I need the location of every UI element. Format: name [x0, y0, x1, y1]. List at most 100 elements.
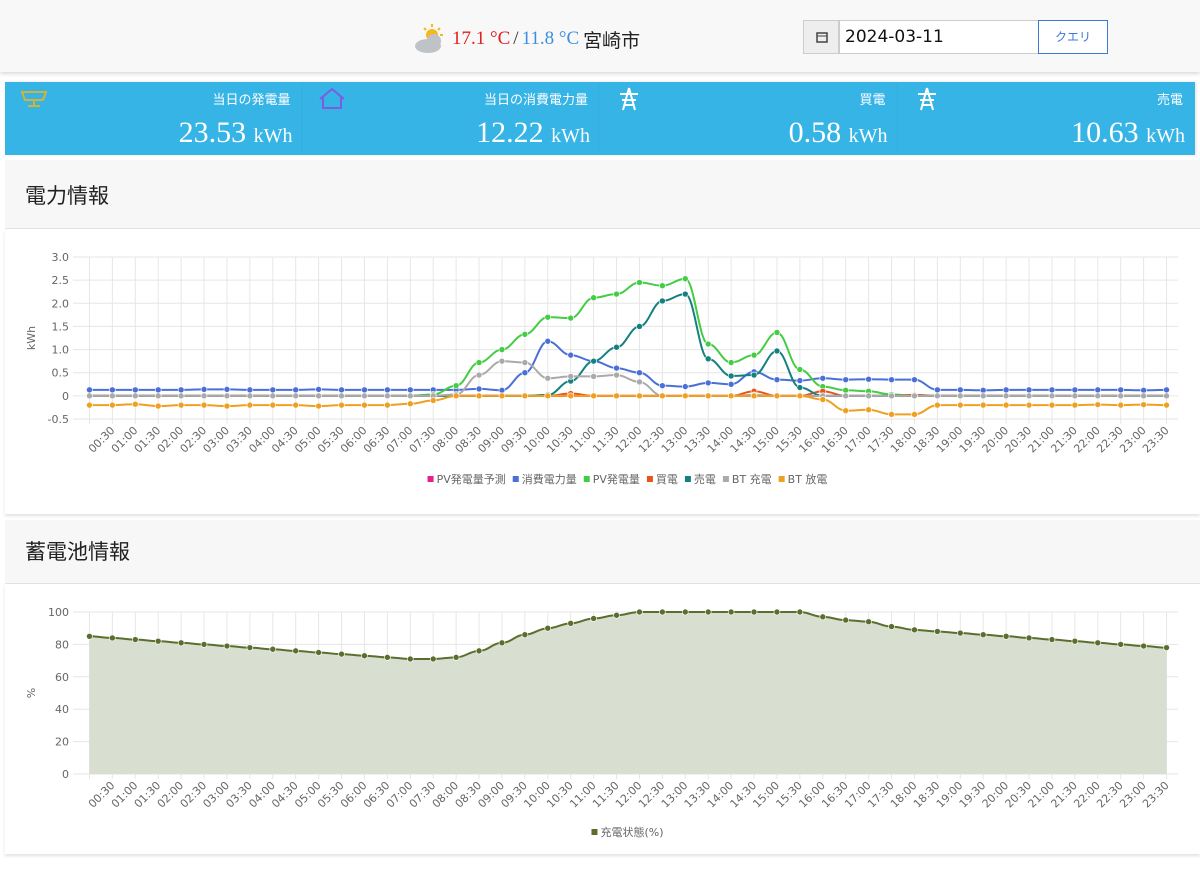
query-button[interactable]: クエリ [1038, 20, 1108, 54]
point [659, 392, 666, 400]
value: 12.22 [476, 116, 544, 149]
y-tick-label: 0 [62, 768, 69, 781]
point [796, 608, 804, 616]
point [406, 386, 414, 394]
point [842, 392, 850, 400]
point [1048, 386, 1056, 394]
point [521, 359, 529, 366]
calendar-icon[interactable] [803, 20, 839, 54]
legend-swatch [684, 476, 691, 482]
point [911, 626, 918, 634]
point [223, 642, 231, 650]
point [223, 386, 231, 393]
point [681, 392, 689, 400]
point [1025, 634, 1033, 642]
point [842, 616, 850, 624]
y-tick-label: 2.5 [52, 274, 70, 287]
card: 買電 0.58 kWh [600, 82, 898, 155]
point [934, 401, 941, 409]
point [796, 377, 804, 384]
point [498, 387, 506, 394]
point [636, 392, 643, 400]
point [1002, 401, 1010, 409]
point [796, 384, 804, 391]
point [911, 411, 918, 418]
point [246, 644, 254, 651]
y-tick-label: 2.0 [52, 297, 70, 310]
x-tick-label: 23:30 [1140, 424, 1172, 456]
point [796, 366, 804, 373]
y-tick-label: 3.0 [52, 251, 70, 264]
point [888, 411, 895, 418]
legend-swatch [512, 476, 519, 482]
point [979, 401, 987, 409]
point [154, 392, 162, 400]
point [1140, 642, 1147, 650]
point [1002, 632, 1010, 640]
point [86, 392, 93, 400]
point [934, 386, 941, 394]
point [1071, 401, 1079, 409]
point [613, 343, 620, 351]
point [361, 392, 368, 400]
point [177, 386, 185, 394]
y-tick-label: 100 [48, 606, 69, 619]
point [888, 392, 895, 400]
point [406, 655, 414, 663]
y-axis-title: kWh [25, 326, 38, 350]
point [1048, 392, 1056, 400]
point [315, 402, 322, 410]
point [773, 392, 781, 400]
point [911, 376, 918, 383]
legend-label: PV発電量予測 [437, 472, 506, 486]
section-header: 蓄電池情報 [5, 520, 1200, 584]
card-value: 10.63 kWh [1071, 116, 1185, 150]
point [1048, 401, 1056, 409]
point [246, 386, 254, 394]
point [315, 649, 322, 656]
point [177, 392, 185, 400]
separator: / [513, 28, 519, 49]
y-tick-label: 0 [62, 390, 69, 403]
point [131, 400, 139, 408]
point [1140, 387, 1147, 394]
point [475, 359, 483, 366]
point [475, 392, 483, 400]
point [750, 351, 758, 359]
point [727, 372, 735, 380]
point [636, 608, 643, 616]
point [819, 374, 827, 382]
point [498, 392, 506, 400]
point [704, 340, 712, 348]
point [544, 392, 552, 400]
point [109, 401, 116, 409]
point [934, 628, 941, 635]
point [704, 608, 712, 616]
legend-swatch [427, 476, 434, 482]
point [567, 314, 575, 322]
point [659, 282, 666, 289]
point [1140, 401, 1147, 408]
tower-icon [917, 87, 936, 111]
point [200, 641, 208, 648]
card-value: 12.22 kWh [476, 116, 590, 150]
point [86, 386, 93, 394]
temp-low: 11.8 °C [521, 28, 580, 49]
point [979, 631, 987, 638]
weather: 17.1 °C / 11.8 °C 宮崎市 [410, 24, 640, 54]
point [865, 392, 872, 400]
solar-icon [20, 91, 48, 107]
point [429, 397, 437, 404]
point [246, 401, 254, 409]
chart: 02040608010000:3001:0001:3002:0002:3003:… [25, 606, 1178, 839]
point [246, 392, 254, 400]
point [750, 371, 758, 379]
point [361, 386, 368, 394]
point [842, 376, 850, 383]
point [636, 279, 643, 286]
date-input[interactable]: 2024-03-11 [839, 20, 1039, 54]
point [521, 369, 529, 377]
calendar-glyph [816, 32, 828, 43]
card-label: 売電 [1156, 93, 1183, 108]
point [154, 402, 162, 410]
